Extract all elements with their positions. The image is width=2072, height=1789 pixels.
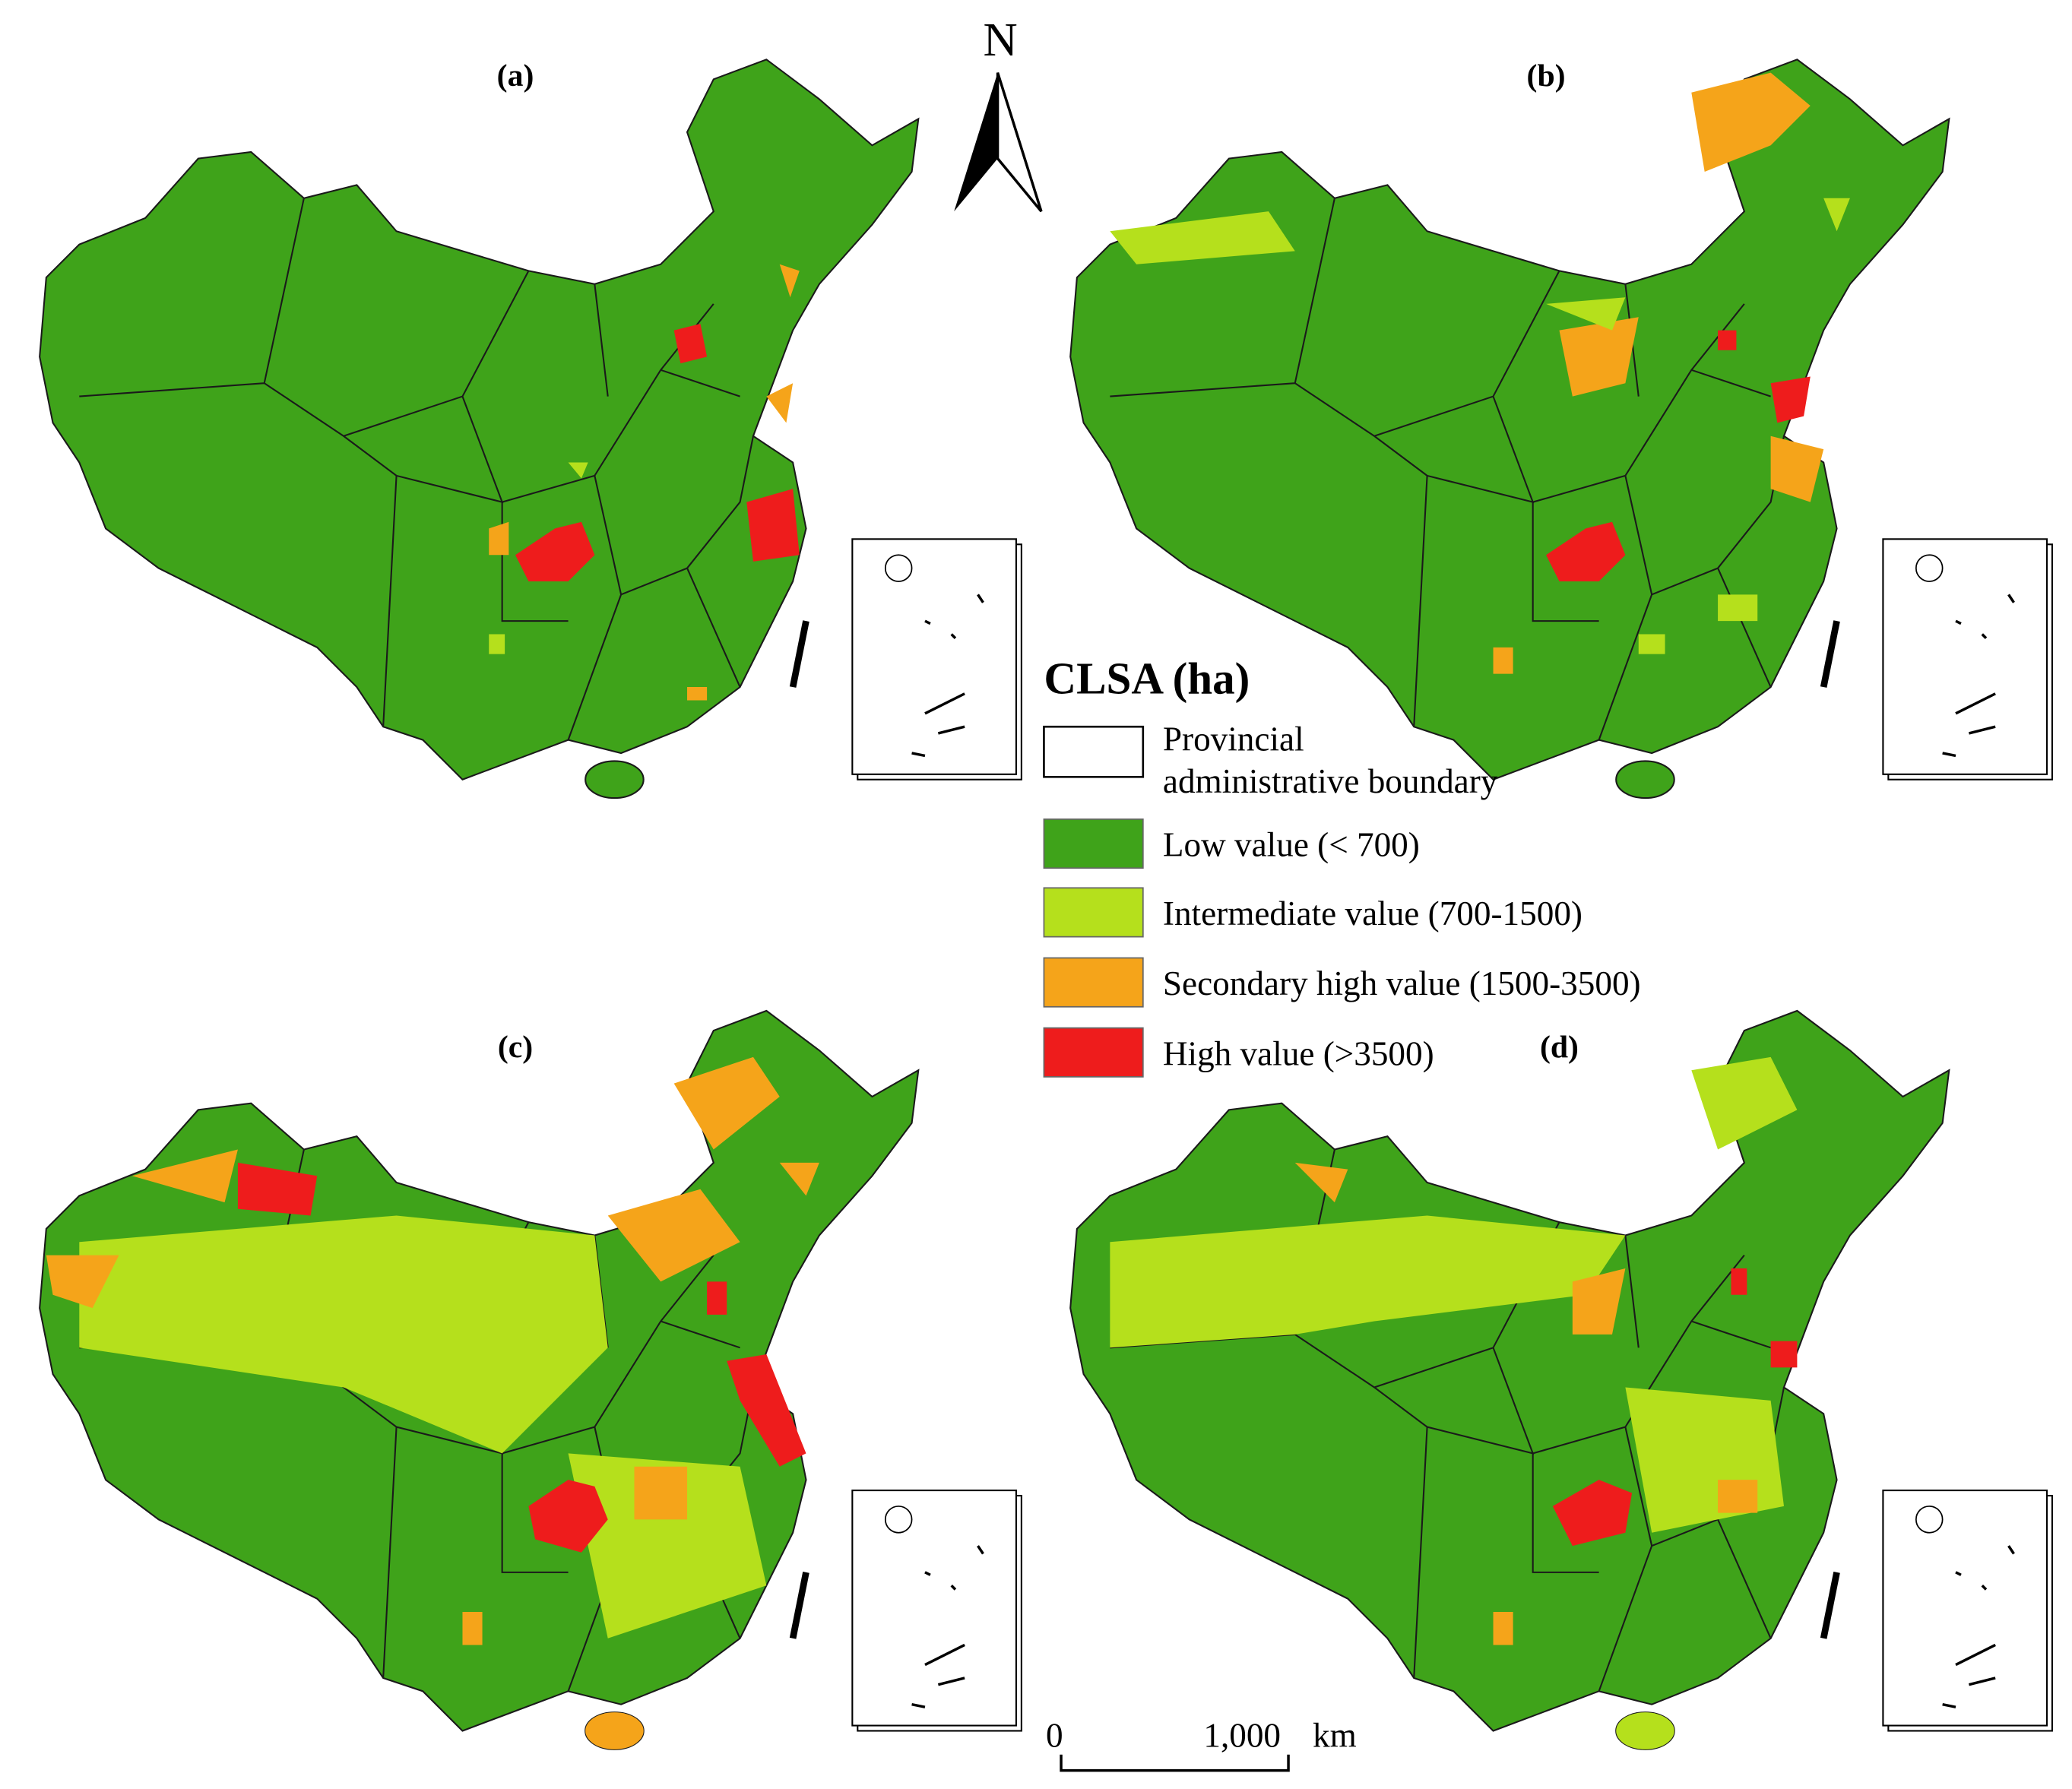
legend-label: Intermediate value (700-1500) xyxy=(1163,894,1583,932)
scale-bar: 0 1,000 km xyxy=(1046,1716,1357,1772)
legend-label: High value (>3500) xyxy=(1163,1034,1434,1072)
scale-label: 1,000 xyxy=(1203,1716,1281,1754)
scale-label: 0 xyxy=(1046,1716,1063,1754)
panel-label: (a) xyxy=(497,59,534,93)
panel-label: (c) xyxy=(498,1030,533,1065)
map-b: (b) xyxy=(1069,59,2054,798)
map-c: (c) xyxy=(39,1009,1023,1749)
scale-unit: km xyxy=(1313,1716,1357,1754)
legend-label: administrative boundary xyxy=(1163,762,1498,800)
legend: CLSA (ha) Provincial administrative boun… xyxy=(1043,654,1641,1078)
legend-label: Provincial xyxy=(1163,720,1304,758)
legend-label: Secondary high value (1500-3500) xyxy=(1163,964,1641,1002)
legend-label: Low value (< 700) xyxy=(1163,826,1420,864)
panel-label: (d) xyxy=(1540,1030,1579,1065)
map-a: (a) xyxy=(39,59,1023,798)
north-arrow: N xyxy=(954,13,1043,213)
map-d: (d) xyxy=(1069,1009,2054,1749)
north-label: N xyxy=(983,13,1017,66)
legend-title: CLSA (ha) xyxy=(1044,654,1250,704)
panel-label: (b) xyxy=(1527,59,1566,93)
